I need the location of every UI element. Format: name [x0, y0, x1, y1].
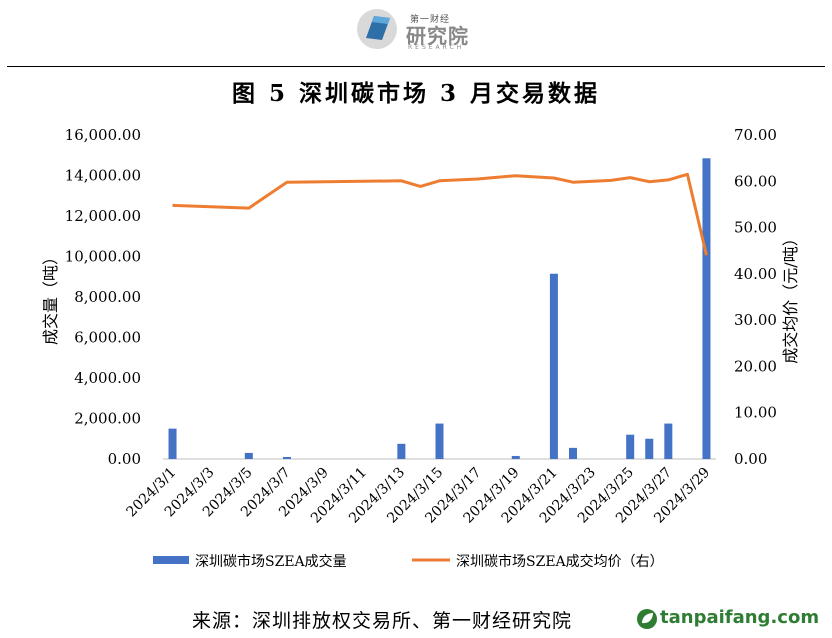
y-tick-label: 14,000.00 [65, 167, 141, 185]
logo-brand-line1: 第一财经 [410, 15, 451, 25]
bar [435, 423, 444, 459]
logo-brand-line2: 研究院 [406, 24, 469, 48]
x-axis-ticks: 2024/3/12024/3/32024/3/52024/3/72024/3/9… [124, 465, 714, 527]
bar [397, 443, 406, 459]
watermark-text: tanpaifang.com [660, 607, 820, 628]
y2-tick-label: 10.00 [734, 404, 777, 422]
watermark: tanpaifang.com [636, 604, 826, 634]
y-tick-label: 0.00 [108, 450, 141, 468]
bar [645, 438, 654, 459]
bar [244, 452, 253, 459]
bar [282, 456, 291, 459]
y-tick-label: 16,000.00 [65, 126, 141, 144]
y2-tick-label: 50.00 [734, 219, 777, 237]
y-tick-label: 4,000.00 [74, 369, 141, 387]
source-note: 来源：深圳排放权交易所、第一财经研究院 [192, 610, 573, 632]
leaf-icon [637, 609, 657, 629]
legend-bar-swatch [153, 556, 189, 564]
y-tick-label: 2,000.00 [74, 410, 141, 428]
legend-line-label: 深圳碳市场SZEA成交均价（右） [456, 553, 664, 570]
chart-canvas: 0.00 2,000.00 4,000.00 6,000.00 8,000.00 10,0… [41, 126, 800, 570]
y2-tick-label: 40.00 [734, 265, 777, 283]
logo-emblem-icon [357, 9, 397, 49]
bar [568, 447, 577, 459]
y2-tick-label: 70.00 [734, 126, 777, 144]
bar [664, 423, 673, 459]
y-tick-label: 6,000.00 [74, 329, 141, 347]
logo-brand-line3: RESEARCH [408, 44, 465, 51]
line-series-path [172, 172, 708, 256]
y-tick-label: 8,000.00 [74, 288, 141, 306]
line-series [172, 172, 708, 256]
y-tick-label: 12,000.00 [65, 207, 141, 225]
y2-tick-label: 0.00 [734, 450, 767, 468]
legend: 深圳碳市场SZEA成交量 深圳碳市场SZEA成交均价（右） [153, 553, 664, 570]
legend-bar-label: 深圳碳市场SZEA成交量 [195, 553, 347, 570]
bar [511, 455, 520, 459]
y-axis-label: 成交量（吨） [41, 249, 60, 345]
y2-tick-label: 60.00 [734, 172, 777, 190]
bar [626, 434, 635, 459]
left-axis-ticks: 0.00 2,000.00 4,000.00 6,000.00 8,000.00 10,0… [65, 126, 141, 468]
y-tick-label: 10,000.00 [65, 248, 141, 266]
y2-tick-label: 20.00 [734, 357, 777, 375]
y2-axis-label: 成交均价（元/吨） [781, 230, 800, 363]
bar [168, 428, 177, 459]
chart-title: 图 5 深圳碳市场 3 月交易数据 [231, 80, 601, 107]
bar [549, 273, 558, 459]
bar-series [168, 158, 711, 459]
y2-tick-label: 30.00 [734, 311, 777, 329]
right-axis-ticks: 0.00 10.00 20.00 30.00 40.00 50.00 60.00 70.00 [734, 126, 777, 468]
brand-logo: 第一财经 研究院 RESEARCH [352, 4, 482, 54]
header-divider [7, 66, 825, 67]
bar [702, 158, 711, 459]
